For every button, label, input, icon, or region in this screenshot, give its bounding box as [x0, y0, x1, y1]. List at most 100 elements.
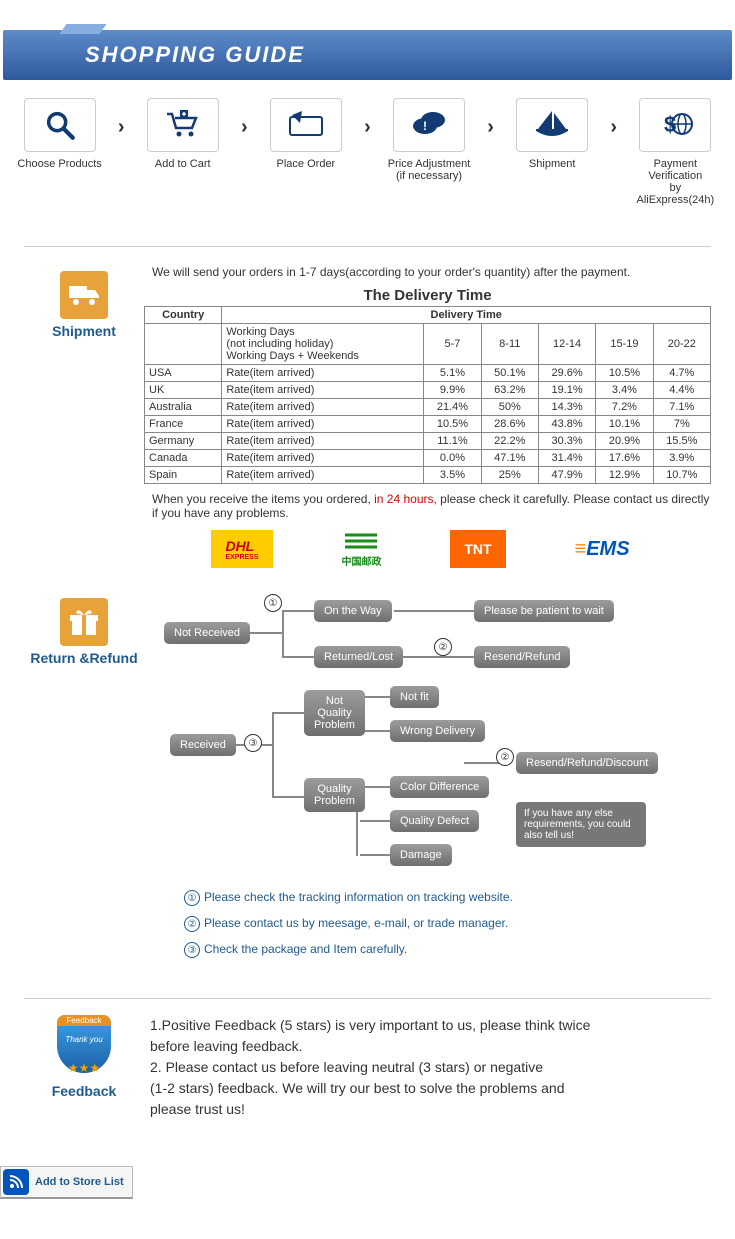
rate-cell: 4.7%	[653, 365, 710, 382]
add-store-label: Add to Store List	[35, 1176, 124, 1188]
node-returned: Returned/Lost	[314, 646, 403, 668]
feedback-text: 1.Positive Feedback (5 stars) is very im…	[144, 1015, 711, 1120]
rate-cell: 11.1%	[424, 433, 481, 450]
shipment-section: Shipment We will send your orders in 1-7…	[0, 257, 735, 584]
arrow-icon: ›	[364, 98, 371, 139]
rate-cell: 0.0%	[424, 450, 481, 467]
rate-label-cell: Rate(item arrived)	[222, 433, 424, 450]
rate-cell: 10.5%	[596, 365, 653, 382]
step-order: Place Order	[261, 98, 351, 170]
rate-cell: 3.9%	[653, 450, 710, 467]
subhead: Working Days (not including holiday) Wor…	[222, 324, 424, 365]
dhl-logo: DHLEXPRESS	[211, 530, 272, 568]
th-country: Country	[145, 307, 222, 324]
add-store-button[interactable]: Add to Store List	[0, 1166, 133, 1199]
rate-cell: 50.1%	[481, 365, 538, 382]
rate-cell: 9.9%	[424, 382, 481, 399]
rate-label-cell: Rate(item arrived)	[222, 399, 424, 416]
rate-label-cell: Rate(item arrived)	[222, 450, 424, 467]
table-title: The Delivery Time	[144, 287, 711, 304]
globe-dollar-icon: $	[656, 110, 694, 140]
gift-icon	[60, 598, 108, 646]
circ-2b: ②	[496, 748, 514, 766]
ship-icon	[532, 109, 572, 141]
node-nqp: Not Quality Problem	[304, 690, 365, 736]
range: 5-7	[424, 324, 481, 365]
shipment-intro: We will send your orders in 1-7 days(acc…	[152, 265, 711, 279]
feedback-label: Feedback	[24, 1083, 144, 1099]
return-section: Return &Refund Not Received ① O	[0, 584, 735, 968]
rate-label-cell: Rate(item arrived)	[222, 365, 424, 382]
circ-2: ②	[434, 638, 452, 656]
shipping-logos: DHLEXPRESS 中国邮政 TNT ≡EMS	[184, 530, 671, 568]
svg-text:$: $	[664, 112, 676, 137]
rate-cell: 7.2%	[596, 399, 653, 416]
node-on-way: On the Way	[314, 600, 392, 622]
country-cell: Australia	[145, 399, 222, 416]
circ-3: ③	[244, 734, 262, 752]
step-label: Choose Products	[15, 158, 105, 170]
country-cell: Germany	[145, 433, 222, 450]
rate-cell: 19.1%	[538, 382, 595, 399]
rate-cell: 25%	[481, 467, 538, 484]
rate-cell: 17.6%	[596, 450, 653, 467]
node-received: Received	[170, 734, 236, 756]
step-shipment: Shipment	[507, 98, 597, 170]
rate-cell: 14.3%	[538, 399, 595, 416]
node-qp: Quality Problem	[304, 778, 365, 812]
rate-cell: 3.5%	[424, 467, 481, 484]
step-label: Add to Cart	[138, 158, 228, 170]
return-flowchart: Not Received ① On the Way Please be pati…	[164, 590, 711, 880]
node-wait: Please be patient to wait	[474, 600, 614, 622]
rate-cell: 20.9%	[596, 433, 653, 450]
legend-2: ②Please contact us by meesage, e-mail, o…	[184, 916, 711, 932]
arrow-icon: ›	[241, 98, 248, 139]
order-icon	[286, 111, 326, 139]
range: 20-22	[653, 324, 710, 365]
country-cell: Spain	[145, 467, 222, 484]
banner-tab	[59, 24, 106, 34]
range: 15-19	[596, 324, 653, 365]
feedback-shield-icon: Feedback Thank you ★★★	[50, 1015, 118, 1079]
node-resend: Resend/Refund	[474, 646, 570, 668]
node-not-received: Not Received	[164, 622, 250, 644]
rate-label-cell: Rate(item arrived)	[222, 382, 424, 399]
country-cell: USA	[145, 365, 222, 382]
step-cart: Add to Cart	[138, 98, 228, 170]
range: 8-11	[481, 324, 538, 365]
node-color: Color Difference	[390, 776, 489, 798]
rate-cell: 10.1%	[596, 416, 653, 433]
svg-text:!: !	[423, 119, 427, 133]
rate-cell: 4.4%	[653, 382, 710, 399]
circ-1: ①	[264, 594, 282, 612]
rate-cell: 47.9%	[538, 467, 595, 484]
rate-cell: 31.4%	[538, 450, 595, 467]
callout: If you have any else requirements, you c…	[516, 802, 646, 847]
rate-cell: 22.2%	[481, 433, 538, 450]
rate-cell: 5.1%	[424, 365, 481, 382]
country-cell: Canada	[145, 450, 222, 467]
node-discount: Resend/Refund/Discount	[516, 752, 658, 774]
rate-cell: 29.6%	[538, 365, 595, 382]
node-damage: Damage	[390, 844, 452, 866]
rate-cell: 28.6%	[481, 416, 538, 433]
shipment-note: When you receive the items you ordered, …	[152, 492, 711, 520]
chinapost-logo: 中国邮政	[327, 530, 395, 568]
ems-logo: ≡EMS	[561, 530, 644, 568]
magnifier-icon	[43, 108, 77, 142]
rss-icon	[3, 1169, 29, 1195]
country-cell: France	[145, 416, 222, 433]
th-delivery: Delivery Time	[222, 307, 711, 324]
rate-label-cell: Rate(item arrived)	[222, 416, 424, 433]
step-label: Place Order	[261, 158, 351, 170]
steps-row: Choose Products › Add to Cart › Place Or…	[0, 80, 735, 216]
banner-title: SHOPPING GUIDE	[3, 42, 305, 68]
rate-cell: 12.9%	[596, 467, 653, 484]
delivery-table: Country Delivery Time Working Days (not …	[144, 306, 711, 484]
step-label: Payment Verification by AliExpress(24h)	[630, 158, 720, 206]
node-defect: Quality Defect	[390, 810, 479, 832]
step-payment: $ Payment Verification by AliExpress(24h…	[630, 98, 720, 206]
arrow-icon: ›	[487, 98, 494, 139]
step-price: ! Price Adjustment (if necessary)	[384, 98, 474, 182]
cart-icon	[165, 110, 201, 140]
